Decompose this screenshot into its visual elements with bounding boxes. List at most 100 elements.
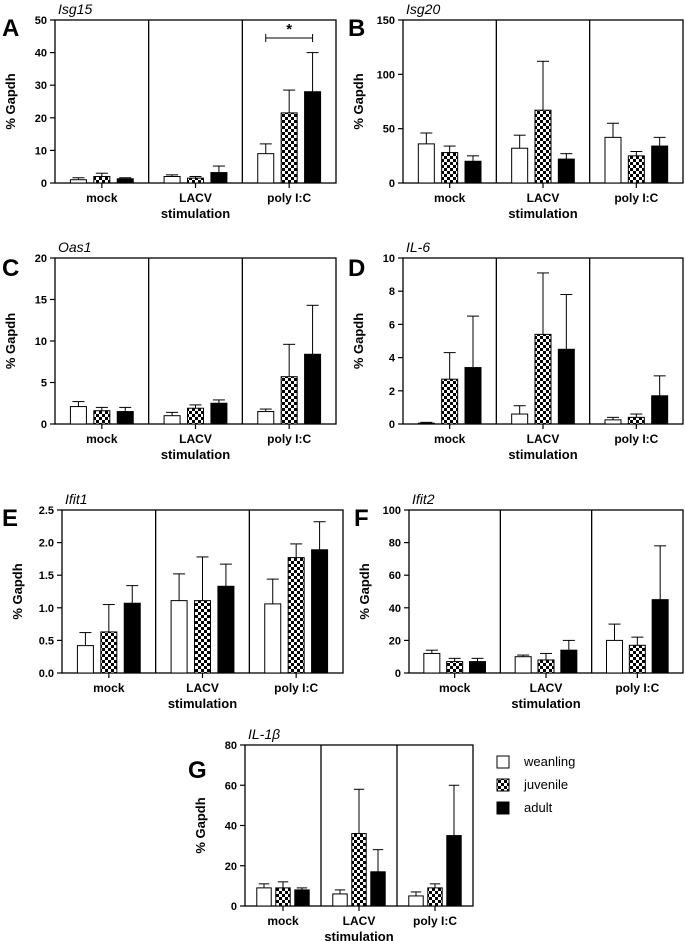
panel-C: C Oas1 0 5 10 15 20 % Gapdh mock LACV poly I:C stim… [2,239,337,462]
bar-adult-mock [116,178,134,184]
bar-adult-polyic [651,599,669,674]
bar-adult-lacv [560,649,578,674]
y-tick-label: 5 [41,378,47,390]
bar-weanling-mock [423,652,441,674]
x-axis-label: stimulation [324,929,393,941]
y-axis-label: % Gapdh [3,73,18,129]
panel-E: E Ifit1 0.0 0.5 1.0 1.5 2.0 2.5 % Gapdh mock LACV p… [2,491,344,711]
y-tick-label: 10 [35,145,47,157]
bar-juvenile-lacv [187,177,204,184]
x-category-label: mock [86,191,118,205]
bar-weanling-polyic [257,153,275,184]
bar-juvenile-polyic [280,376,298,425]
bar-adult-mock [469,661,486,674]
bar-adult-mock [464,367,482,425]
bar-juvenile-mock [446,661,464,674]
bar-adult-polyic [304,353,322,425]
bar-adult-polyic [651,145,669,184]
x-category-label: poly I:C [413,914,457,928]
bar-weanling-mock [69,179,87,184]
y-tick-label: 80 [389,538,401,550]
x-axis-label: stimulation [508,447,577,462]
significance-star: * [286,21,292,38]
bar-weanling-lacv [514,656,532,674]
y-axis-label: % Gapdh [10,563,25,619]
y-tick-label: 0 [389,419,395,431]
y-tick-label: 20 [389,635,401,647]
y-tick-label: 100 [383,505,401,517]
bar-juvenile-mock [100,631,118,674]
legend-swatch-adult [496,801,510,815]
legend-item-adult: adult [496,800,553,815]
legend-label-weanling: weanling [523,754,575,769]
bar-weanling-polyic [264,603,282,674]
legend-item-weanling: weanling [496,754,575,769]
y-tick-label: 100 [377,69,395,81]
y-tick-label: 8 [389,286,395,298]
x-category-label: poly I:C [615,681,659,695]
panel-title: IL-6 [406,239,430,255]
x-axis-label: stimulation [161,447,230,462]
x-axis-label: stimulation [161,206,230,221]
bar-juvenile-polyic [427,887,443,907]
y-axis-label: % Gapdh [193,797,208,853]
y-tick-label: 2 [389,386,395,398]
y-tick-label: 40 [35,48,47,60]
y-tick-label: 4 [389,353,396,365]
x-category-label: mock [267,914,299,928]
y-axis-label: % Gapdh [351,73,366,129]
y-tick-label: 30 [35,80,47,92]
x-category-label: LACV [527,191,560,205]
bar-weanling-mock [76,645,94,674]
bar-adult-lacv [210,172,228,184]
bar-juvenile-mock [93,175,111,184]
y-tick-label: 150 [377,15,395,27]
panel-title: Oas1 [58,239,91,255]
bar-juvenile-polyic [627,416,645,425]
y-tick-label: 0 [41,419,47,431]
bar-adult-polyic [311,549,329,674]
panel-letter: F [354,505,369,532]
x-category-label: LACV [343,914,376,928]
bar-juvenile-mock [93,410,111,425]
bar-juvenile-polyic [627,155,645,184]
y-tick-label: 10 [383,253,395,265]
panel-G: G IL-1β 0 20 40 60 80 % Gapdh mock LACV poly I:C st… [188,726,474,941]
panel-letter: D [348,255,365,282]
bar-juvenile-mock [441,378,459,425]
x-category-label: poly I:C [274,681,318,695]
y-tick-label: 0 [389,178,395,190]
y-tick-label: 50 [35,15,47,27]
bar-weanling-polyic [408,895,424,907]
bar-weanling-polyic [257,411,275,425]
bar-adult-lacv [557,158,575,184]
x-category-label: LACV [186,681,219,695]
bar-juvenile-mock [441,152,459,184]
bar-weanling-lacv [332,893,348,907]
x-axis-label: stimulation [508,206,577,221]
legend-item-juvenile: juvenile [496,777,568,792]
bar-weanling-mock [417,422,435,425]
x-category-label: mock [434,191,466,205]
bar-adult-mock [464,160,482,184]
bar-adult-polyic [446,835,462,907]
bar-weanling-polyic [604,136,622,184]
x-category-label: mock [439,681,471,695]
x-category-label: poly I:C [267,191,311,205]
bar-weanling-polyic [606,639,623,674]
y-tick-label: 1.5 [39,570,54,582]
panel-title: Ifit1 [65,491,88,507]
x-category-label: poly I:C [267,432,311,446]
y-tick-label: 40 [389,603,401,615]
x-category-label: LACV [179,432,212,446]
panel-B: B Isg20 0 50 100 150 % Gapdh mock LACV poly I:C st… [348,1,684,221]
bar-weanling-mock [256,887,272,907]
bar-juvenile-lacv [534,109,552,184]
x-category-label: mock [434,432,466,446]
bar-weanling-mock [69,406,87,425]
y-tick-label: 20 [35,113,47,125]
legend-swatch-juvenile [496,778,510,792]
x-category-label: mock [93,681,125,695]
